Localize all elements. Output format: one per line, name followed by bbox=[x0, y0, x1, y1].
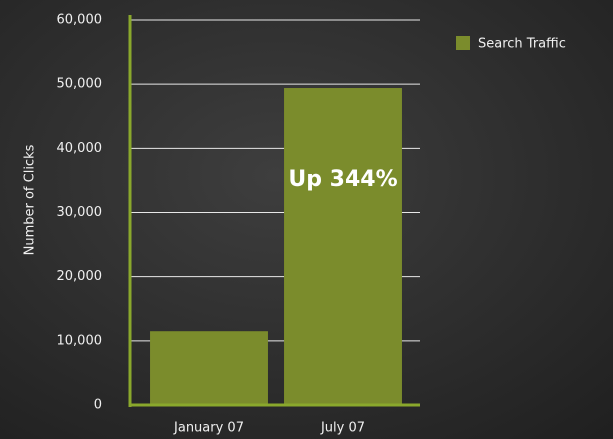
x-tick-label: July 07 bbox=[320, 421, 365, 436]
y-tick-label: 10,000 bbox=[57, 333, 103, 348]
bar bbox=[284, 88, 402, 405]
y-tick-label: 50,000 bbox=[57, 77, 103, 92]
bar bbox=[150, 331, 268, 405]
x-tick-label: January 07 bbox=[173, 421, 244, 436]
annotation: Up 344% bbox=[288, 167, 397, 192]
y-tick-label: 40,000 bbox=[57, 141, 103, 156]
legend-label: Search Traffic bbox=[478, 37, 566, 52]
chart: Number of Clicks 0 10,000 20,000 30,000 40,0… bbox=[0, 0, 613, 439]
y-tick-label: 20,000 bbox=[57, 269, 103, 284]
legend-swatch bbox=[456, 36, 470, 50]
y-tick-label: 30,000 bbox=[57, 205, 103, 220]
y-axis-label: Number of Clicks bbox=[23, 144, 38, 255]
y-tick-label: 0 bbox=[94, 398, 102, 413]
y-tick-label: 60,000 bbox=[57, 13, 103, 28]
